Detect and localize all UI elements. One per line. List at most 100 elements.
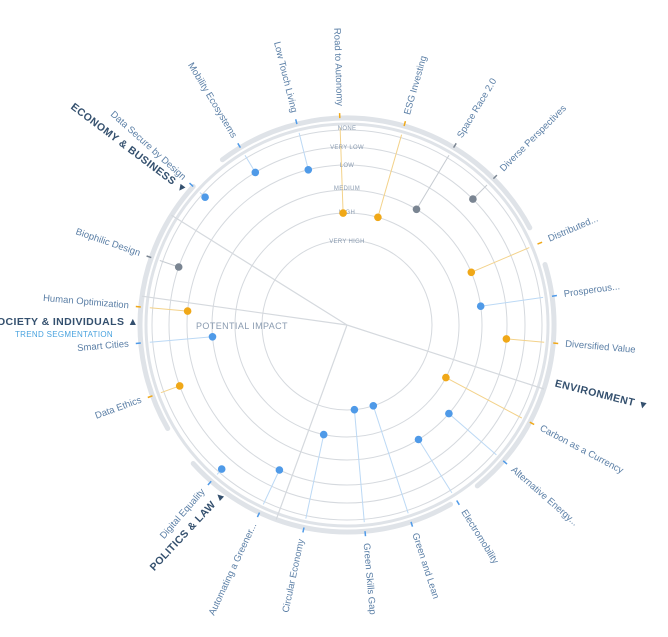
trend-tick [456, 500, 460, 506]
trend-dot[interactable] [304, 166, 313, 174]
trend-spoke [480, 296, 544, 307]
trend-spoke [377, 134, 403, 218]
trend-tick [553, 342, 559, 345]
trend-label[interactable]: Distributed... [546, 214, 599, 245]
ring-label: LOW [340, 163, 355, 169]
trend-dot[interactable] [469, 195, 477, 203]
trend-spoke [418, 439, 453, 494]
trend-dot[interactable] [442, 373, 450, 382]
radar-grid [141, 129, 545, 521]
trend-tick [537, 241, 543, 245]
trend-label[interactable]: Road to Autonomy [331, 28, 345, 107]
sector-group: ENVIRONMENT ▼ [554, 378, 650, 413]
sector-divider [171, 214, 348, 326]
sector-label: ECONOMY & BUSINESS ▼ [68, 101, 189, 196]
trend-label[interactable]: Alternative Energy... [509, 465, 580, 529]
frame-arc-outer [474, 262, 557, 489]
trend-tick [492, 174, 498, 180]
trend-label[interactable]: Prosperous... [563, 281, 620, 300]
trend-tick [452, 142, 457, 148]
trend-tick [410, 521, 414, 527]
sector-label: ENVIRONMENT ▼ [554, 378, 650, 413]
ring-label: VERY LOW [330, 145, 364, 151]
radar-frame [137, 115, 557, 535]
sector-divider [346, 324, 545, 390]
trend-dot[interactable] [350, 405, 359, 414]
trend-label[interactable]: Green and Lean [409, 532, 441, 601]
trend-dot[interactable] [374, 213, 382, 222]
trend-dot[interactable] [275, 466, 284, 474]
trend-dot[interactable] [251, 168, 260, 177]
sector-sub-label: TREND SEGMENTATION [15, 330, 113, 339]
trend-dot[interactable] [339, 209, 347, 217]
trend-dot[interactable] [174, 263, 183, 271]
trend-dot[interactable] [445, 409, 453, 418]
trend-spoke [445, 377, 523, 419]
frame-arc-outer [190, 461, 453, 535]
sector-divider [141, 295, 348, 326]
trend-tick [147, 395, 153, 399]
trend-label[interactable]: Electromobility [458, 508, 500, 566]
grid-ring-medium [211, 189, 483, 461]
trend-dot[interactable] [183, 307, 192, 315]
trend-spoke [305, 434, 325, 519]
trend-spoke [448, 413, 497, 456]
trend-label[interactable]: Automating a Greener... [207, 521, 260, 617]
trend-dot[interactable] [502, 335, 511, 343]
trend-label[interactable]: Human Optimization [43, 293, 130, 311]
frame-ring-inner [144, 122, 550, 528]
ring-label: NONE [338, 126, 357, 132]
trend-dot[interactable] [476, 302, 485, 311]
trend-dot[interactable] [175, 382, 184, 390]
frame-arc-outer [219, 115, 533, 231]
trend-label[interactable]: Diverse Perspectives [498, 103, 569, 174]
trend-spoke [298, 132, 309, 170]
grid-ring-very-low [168, 146, 526, 504]
trend-tick [551, 294, 558, 297]
trend-label[interactable]: Space Race 2.0 [455, 77, 499, 141]
trend-dot[interactable] [319, 430, 328, 439]
trend-spoke [471, 247, 530, 273]
trend-tick [146, 255, 152, 259]
trend-label[interactable]: Diversified Value [565, 339, 636, 356]
trend-label[interactable]: Carbon as a Currency [538, 423, 625, 476]
trend-dot[interactable] [414, 435, 423, 444]
trend-tick [135, 342, 141, 345]
trend-label[interactable]: Data Ethics [94, 395, 144, 422]
trend-tick [188, 182, 194, 188]
trend-tick [237, 142, 242, 148]
trend-dot[interactable] [208, 333, 217, 341]
trend-tick [364, 531, 367, 537]
sector-divider [275, 324, 348, 520]
trend-label[interactable]: Mobility Ecosystems [185, 61, 239, 141]
trend-label[interactable]: Circular Economy [281, 538, 307, 614]
trend-tick [135, 305, 141, 308]
grid-ring-very-high [261, 239, 433, 411]
trend-tick [529, 421, 535, 426]
trend-dot[interactable] [201, 193, 209, 201]
trend-dot[interactable] [467, 268, 476, 277]
trend-dot[interactable] [217, 465, 226, 473]
grid-ring-low [186, 164, 508, 486]
trend-dot[interactable] [369, 402, 378, 410]
trend-dots[interactable] [174, 166, 511, 474]
trend-dot[interactable] [412, 205, 421, 214]
trend-label[interactable]: Green Skills Gap [361, 543, 378, 615]
trend-spokes [135, 113, 559, 537]
center-label: POTENTIAL IMPACT [196, 321, 288, 331]
trend-label[interactable]: ESG Investing [402, 55, 429, 116]
trend-label[interactable]: Biophilic Design [74, 227, 141, 259]
trend-spoke [416, 155, 450, 210]
grid-ring-none [151, 129, 543, 521]
trend-spoke [353, 409, 365, 523]
ring-label: MEDIUM [334, 186, 360, 192]
trend-label[interactable]: Low Touch Living [271, 41, 299, 114]
trend-spoke [149, 336, 213, 343]
sector-group: SOCIETY & INDIVIDUALS ▲ TREND SEGMENTATIO… [0, 316, 138, 339]
trend-spoke [149, 307, 188, 312]
trend-spoke [372, 405, 409, 514]
sector-label: SOCIETY & INDIVIDUALS ▲ [0, 316, 138, 328]
trend-label[interactable]: Smart Cities [77, 339, 130, 354]
